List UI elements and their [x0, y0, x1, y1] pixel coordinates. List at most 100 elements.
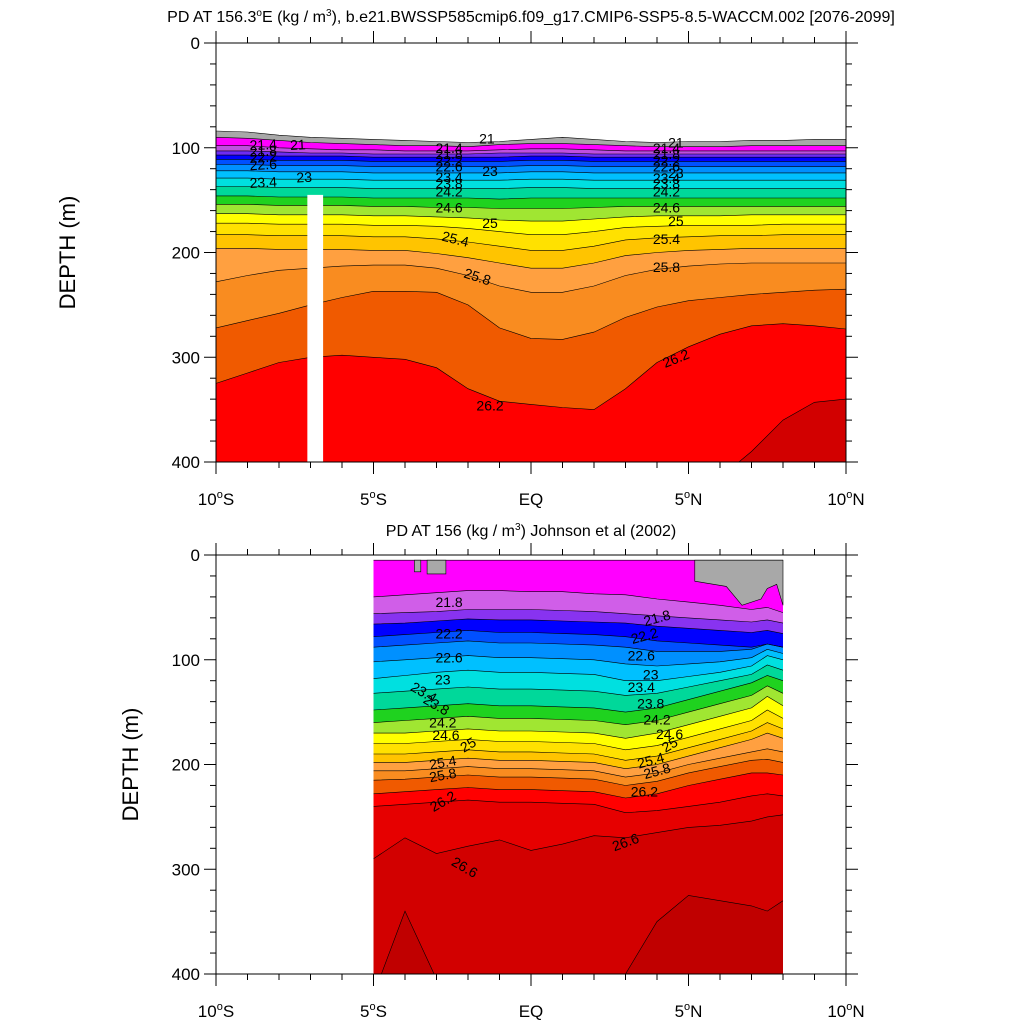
contour-label: 24.6 [656, 726, 683, 742]
contour-label: 25 [482, 215, 498, 231]
contour-line-0 [216, 130, 846, 143]
contour-label: 25 [659, 734, 681, 756]
y-tick-label: 400 [172, 453, 200, 472]
y-axis-label: DEPTH (m) [118, 708, 143, 822]
y-tick-label: 300 [172, 348, 200, 367]
contour-label: 25.4 [635, 749, 666, 772]
contour-fill-area: 21.822.222.62323.423.824.224.62525.425.8… [216, 555, 846, 974]
chart-title: PD AT 156 (kg / m3) Johnson et al (2002) [386, 522, 676, 540]
x-tick-label: EQ [519, 490, 544, 509]
contour-line-2 [216, 145, 846, 152]
contour-label: 21.4 [435, 140, 462, 156]
contour-label: 24.2 [653, 184, 680, 200]
missing-data-column [307, 194, 324, 462]
contour-label: 24.2 [435, 184, 462, 200]
contour-label: 21 [290, 136, 307, 153]
contour-label: 22.6 [653, 159, 680, 175]
y-tick-label: 200 [172, 756, 200, 775]
x-tick-label: 5oS [360, 1001, 387, 1021]
contour-label: 24.6 [435, 199, 462, 215]
contour-label: 23.8 [637, 696, 664, 712]
contour-line-7 [216, 170, 846, 174]
contour-line-7 [373, 655, 784, 681]
contour-line-12 [373, 709, 784, 751]
contour-line-11 [373, 696, 784, 739]
contour-label: 23 [482, 163, 498, 179]
contour-line-14 [373, 732, 784, 770]
y-tick-label: 0 [191, 546, 200, 565]
contour-label: 23 [668, 165, 684, 181]
contour-label: 25.8 [642, 759, 673, 782]
contour-line-10 [373, 685, 784, 726]
contour-label: 23 [296, 169, 313, 186]
x-tick-label: 10oN [827, 489, 864, 509]
contour-label: 24.6 [653, 199, 680, 215]
contour-label: 23.8 [435, 175, 462, 191]
missing-data-gray-0 [414, 559, 422, 573]
density-layer-19 [738, 399, 846, 462]
contour-label: 25.8 [653, 259, 680, 275]
x-tick-label: 5oN [675, 489, 703, 509]
contour-line-8 [373, 664, 784, 696]
contour-label: 23 [435, 672, 451, 688]
missing-data-gray-1 [426, 559, 447, 575]
x-tick-label: 10oS [198, 1001, 234, 1021]
contour-label: 25.4 [653, 231, 680, 247]
y-axis-label: DEPTH (m) [55, 196, 80, 310]
contour-line-8 [216, 177, 846, 181]
contour-line-4 [216, 154, 846, 158]
contour-line-1 [373, 590, 784, 613]
contour-line-19 [373, 814, 784, 860]
contour-line-13 [373, 722, 784, 761]
contour-line-3 [216, 150, 846, 155]
x-tick-label: 10oN [827, 1001, 864, 1021]
contour-line-17 [373, 772, 784, 799]
contour-label: 21 [668, 135, 684, 151]
density-layer-20 [381, 895, 783, 974]
contour-label: 24.6 [432, 727, 459, 743]
contour-label: 21.8 [653, 146, 680, 162]
contour-label: 21.8 [435, 146, 462, 162]
contour-label: 23.4 [628, 679, 655, 695]
contour-line-1 [216, 137, 846, 148]
chart-title: PD AT 156.3oE (kg / m3), b.e21.BWSSP585c… [167, 8, 895, 26]
contour-line-20 [381, 895, 784, 974]
contour-label: 25.4 [440, 228, 471, 250]
contour-label: 26.2 [631, 784, 658, 800]
y-tick-label: 0 [191, 34, 200, 53]
contour-label: 22.6 [249, 156, 277, 173]
contour-line-5 [373, 640, 784, 652]
contour-label: 25 [668, 213, 684, 229]
density-layer-18 [216, 323, 846, 462]
contour-fill-area: 2121.421.822.222.62323.42121.421.822.222… [216, 43, 846, 462]
x-tick-label: 5oS [360, 489, 387, 509]
contour-label: 22.6 [435, 650, 462, 666]
contour-line-9 [216, 186, 846, 189]
y-tick-label: 400 [172, 965, 200, 984]
contour-label: 23.4 [249, 174, 277, 191]
contour-label: 23 [643, 666, 659, 682]
contour-label: 23.4 [653, 170, 680, 186]
contour-label: 26.2 [476, 397, 503, 413]
y-tick-label: 100 [172, 139, 200, 158]
contour-line-2 [373, 609, 784, 624]
contour-label: 22.2 [435, 152, 462, 168]
contour-label: 21.8 [435, 594, 462, 610]
contour-line-5 [216, 159, 846, 162]
x-tick-label: 10oS [198, 489, 234, 509]
contour-line-19 [738, 398, 846, 462]
contour-label: 24.2 [429, 715, 456, 731]
contour-label: 21.8 [249, 142, 277, 159]
contour-label: 21.4 [653, 140, 680, 156]
contour-line-16 [373, 758, 784, 786]
missing-data-gray-2 [694, 559, 784, 606]
contour-line-4 [373, 630, 784, 648]
y-tick-label: 100 [172, 651, 200, 670]
contour-label: 22.2 [653, 152, 680, 168]
contour-label: 22.6 [628, 648, 655, 664]
contour-line-6 [373, 648, 784, 667]
contour-label: 22.2 [435, 626, 462, 642]
contour-label: 25.4 [428, 752, 458, 773]
contour-line-9 [373, 675, 784, 713]
contour-label: 25 [457, 734, 479, 756]
